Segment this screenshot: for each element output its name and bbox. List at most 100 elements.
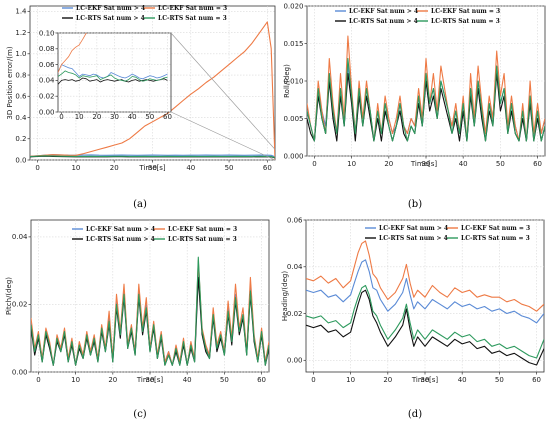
panel-a-ytick-label: 0.6: [15, 93, 27, 101]
panel-b-legend-label-lc-ekf-sat-num-4: LC-EKF Sat num > 4: [349, 8, 418, 15]
panel-c-series-lc-rts-sat-num-3: [31, 256, 269, 366]
panel-a-inset-series-group: [58, 33, 168, 85]
panel-b-xtick-label: 60: [533, 160, 542, 168]
panel-c-xtick-label: 10: [71, 376, 80, 384]
panel-b-plot: 0 10 20 30 40 50 60 0.000 0.005 0.010 0.015 0.020: [283, 2, 546, 168]
panel-c-legend-label-lc-ekf-sat-num-3: LC-EKF Sat num = 3: [168, 226, 237, 233]
panel-d-legend-label-lc-rts-sat-num-3: LC-RTS Sat num = 3: [461, 235, 530, 242]
panel-a-xtick-label: 30: [148, 164, 157, 172]
panel-a-caption: (a): [133, 199, 147, 210]
panel-c-legend-label-lc-rts-sat-num-4: LC-RTS Sat num > 4: [86, 236, 155, 243]
panel-b-xtick-label: 0: [312, 160, 316, 168]
panel-d-ytick-label: 0.02: [287, 310, 303, 318]
panel-a-legend-label-lc-rts-sat-num-3: LC-RTS Sat num = 3: [158, 15, 227, 22]
panel-a-inset-plot: 0 10 20 30 40 50 60 0.00 0.02 0.04 0.06 0.08 0.10: [39, 29, 172, 121]
panel-a-series-lc-rts-sat-num-3: [30, 155, 275, 159]
panel-c-ylabel: Pitch/(deg): [5, 277, 13, 315]
panel-c-xtick-label: 40: [183, 376, 192, 384]
panel-a-inset-connector: [170, 111, 276, 161]
panel-c-ytick-label: 0.02: [12, 301, 28, 309]
panel-c-xtick-label: 20: [108, 376, 117, 384]
panel-b-legend-label-lc-ekf-sat-num-3: LC-EKF Sat num = 3: [431, 8, 500, 15]
panel-a-xlabel: Time[s]: [138, 164, 166, 172]
panel-a-inset-ytick-label: 0.06: [39, 61, 55, 69]
panel-b-series-group: [307, 35, 545, 142]
panel-a-series-group: [30, 21, 275, 160]
panel-a-inset-xtick-label: 60: [163, 113, 172, 121]
panel-d-xtick-label: 20: [383, 376, 392, 384]
panel-a-inset-xtick-label: 30: [110, 113, 119, 121]
panel-a-inset-ytick-label: 0.04: [39, 77, 55, 85]
panel-c-caption: (c): [133, 409, 147, 420]
panel-c-xtick-label: 30: [146, 376, 155, 384]
panel-a-legend-label-lc-ekf-sat-num-3: LC-EKF Sat num = 3: [158, 5, 227, 12]
panel-c-xtick-label: 50: [220, 376, 229, 384]
panel-d-caption: (d): [408, 409, 422, 420]
panel-a-inset-ytick-label: 0.02: [39, 93, 55, 101]
panel-b-ytick-label: 0.000: [283, 152, 303, 160]
panel-b-xtick-label: 40: [459, 160, 468, 168]
panel-a-inset-xtick-label: 10: [75, 113, 84, 121]
panel-a-inset-xtick-label: 50: [145, 113, 154, 121]
panel-a-inset-series-lc-rts-sat-num-3: [58, 70, 168, 82]
panel-c-xtick-label: 0: [36, 376, 40, 384]
panel-a-xtick-label: 0: [35, 164, 39, 172]
panel-a-legend-label-lc-ekf-sat-num-4: LC-EKF Sat num > 4: [76, 5, 145, 12]
panel-b-xlabel: Time[s]: [410, 160, 438, 168]
panel-b-legend: LC-EKF Sat num > 4 LC-EKF Sat num = 3 LC-R…: [335, 8, 500, 25]
panel-d-xtick-label: 10: [346, 376, 355, 384]
panel-a-ytick-label: 0.2: [15, 135, 26, 143]
panel-d-legend: LC-EKF Sat num > 4 LC-EKF Sat num = 3 LC-R…: [365, 225, 530, 242]
panel-c-plot: 0 10 20 30 40 50 60 0.00 0.02 0.04: [12, 219, 270, 384]
panel-d-series-lc-ekf-sat-num-4: [306, 259, 544, 324]
panel-a-inset-xtick-label: 20: [92, 113, 101, 121]
panel-a-xtick-label: 20: [110, 164, 119, 172]
panel-d-xtick-label: 50: [495, 376, 504, 384]
panel-a-ytick-label: 0.8: [15, 71, 26, 79]
panel-b-xtick-label: 20: [384, 160, 393, 168]
panel-b-legend-label-lc-rts-sat-num-3: LC-RTS Sat num = 3: [431, 18, 500, 25]
panel-b-ylabel: Roll/(deg): [283, 64, 291, 98]
panel-a-inset-series-lc-ekf-sat-num-4: [58, 64, 168, 80]
panel-b-series-lc-rts-sat-num-3: [307, 57, 545, 142]
panel-d-plot: 0 10 20 30 40 50 60 0.00 0.02 0.04 0.06: [287, 216, 545, 384]
panel-a-ytick-label: 1.2: [15, 29, 26, 37]
panel-d-xlabel: Time[s]: [411, 376, 439, 384]
panel-a-inset-ytick-label: 0.08: [39, 45, 55, 53]
panel-a-inset-xtick-label: 40: [128, 113, 137, 121]
panel-c-legend: LC-EKF Sat num > 4 LC-EKF Sat num = 3 LC-R…: [72, 226, 237, 243]
panel-a-inset-connector: [170, 32, 276, 150]
panel-c-ytick-label: 0.04: [12, 233, 28, 241]
panel-c-legend-label-lc-ekf-sat-num-4: LC-EKF Sat num > 4: [86, 226, 155, 233]
panel-c-legend-label-lc-rts-sat-num-3: LC-RTS Sat num = 3: [168, 236, 237, 243]
panel-a-ytick-label: 0.4: [15, 114, 27, 122]
panel-b-ytick-label: 0.005: [283, 115, 303, 123]
panel-d-ytick-label: 0.04: [287, 263, 303, 271]
panel-c-ytick-label: 0.00: [12, 368, 28, 376]
panel-c-xlabel: Time[s]: [136, 376, 164, 384]
panel-d-series-group: [306, 240, 544, 366]
panel-d-legend-label-lc-ekf-sat-num-3: LC-EKF Sat num = 3: [461, 225, 530, 232]
panel-a-ytick-label: 0.0: [15, 156, 26, 164]
panel-a-inset-ytick-label: 0.10: [39, 29, 55, 37]
panel-a-inset-series-lc-rts-sat-num-4: [58, 77, 168, 85]
panel-d-legend-label-lc-ekf-sat-num-4: LC-EKF Sat num > 4: [379, 225, 448, 232]
panel-d-xtick-label: 60: [532, 376, 541, 384]
panel-a-inset-series-lc-ekf-sat-num-3: [58, 33, 87, 73]
panel-d-ytick-label: 0.06: [287, 216, 303, 224]
panel-a-ytick-label: 1.4: [15, 8, 27, 16]
panel-a-ylabel: 3D Position error/(m): [6, 46, 14, 119]
panel-b-ytick-label: 0.020: [283, 2, 303, 10]
panel-d-series-lc-ekf-sat-num-3: [306, 240, 544, 312]
panel-b-xtick-label: 10: [347, 160, 356, 168]
panel-b-caption: (b): [408, 199, 422, 210]
panel-a-series-lc-ekf-sat-num-3: [30, 21, 275, 160]
panel-a-inset-xtick-label: 0: [59, 113, 63, 121]
panel-a-xtick-label: 10: [71, 164, 80, 172]
panel-b-legend-label-lc-rts-sat-num-4: LC-RTS Sat num > 4: [349, 18, 418, 25]
panel-a-ytick-label: 1.0: [15, 50, 26, 58]
panel-a-inset-ytick-label: 0.00: [39, 108, 55, 116]
panel-d-legend-label-lc-rts-sat-num-4: LC-RTS Sat num > 4: [379, 235, 448, 242]
panel-a-legend: LC-EKF Sat num > 4 LC-EKF Sat num = 3 LC-R…: [62, 5, 227, 22]
